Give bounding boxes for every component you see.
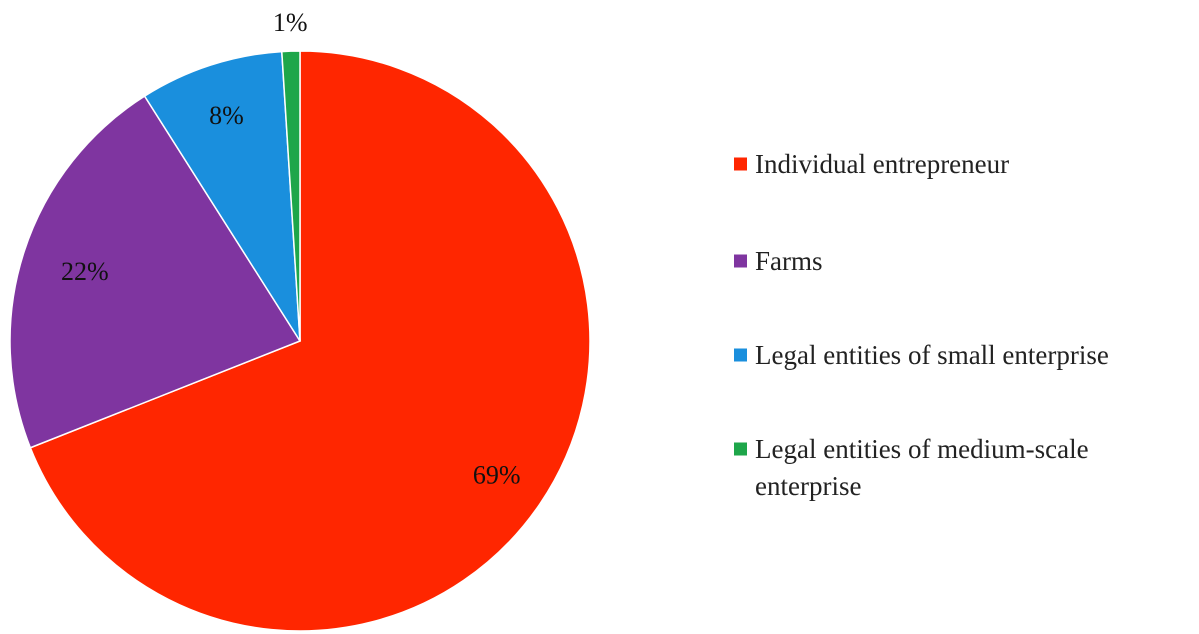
- legend-item-small-enterprise: Legal entities of small enterprise: [734, 340, 1109, 370]
- pie-slice-farms: [9, 95, 302, 449]
- pie-slice-small-enterprise: [143, 50, 301, 342]
- legend: Individual entrepreneur Farms Legal entiti…: [734, 149, 1109, 501]
- legend-swatch-medium-enterprise: [734, 442, 747, 456]
- legend-item-farms: Farms: [734, 246, 823, 276]
- legend-swatch-farms: [734, 254, 747, 268]
- legend-label-small-enterprise: Legal entities of small enterprise: [755, 340, 1109, 370]
- pie-slice-medium-enterprise: [280, 50, 301, 342]
- pie-slices: [9, 50, 591, 632]
- pie-data-labels: 69% 22% 8% 1%: [61, 8, 520, 490]
- legend-item-individual-entrepreneur: Individual entrepreneur: [734, 149, 1009, 179]
- pie-slice-individual-entrepreneur: [29, 50, 591, 632]
- legend-swatch-small-enterprise: [734, 348, 747, 362]
- legend-label-individual-entrepreneur: Individual entrepreneur: [755, 149, 1009, 179]
- legend-item-medium-enterprise: Legal entities of medium-scale enterprise: [734, 434, 1089, 501]
- legend-label-medium-enterprise-line-2: enterprise: [755, 471, 861, 501]
- data-label-farms: 22%: [61, 257, 109, 286]
- legend-label-medium-enterprise-line-1: Legal entities of medium-scale: [755, 434, 1089, 464]
- legend-swatch-individual-entrepreneur: [734, 157, 747, 171]
- legend-label-farms: Farms: [755, 246, 823, 276]
- data-label-medium-enterprise: 1%: [273, 8, 308, 37]
- data-label-small-enterprise: 8%: [209, 101, 244, 130]
- data-label-individual-entrepreneur: 69%: [473, 461, 521, 490]
